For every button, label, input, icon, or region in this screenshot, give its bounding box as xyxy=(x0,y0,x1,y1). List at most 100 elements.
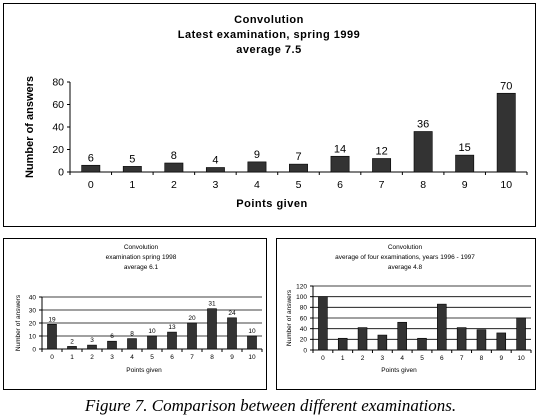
chart0-title-line-1: Latest examination, spring 1999 xyxy=(178,29,360,41)
chart-1996-1997-svg: Convolution average of four examinations,… xyxy=(286,244,532,374)
chart0-x-tick-label-7: 7 xyxy=(379,179,385,191)
chart1-bar-8 xyxy=(207,308,217,350)
chart-spring-1998: Convolution examination spring 1998 averag… xyxy=(3,238,267,390)
chart2-x-tick-label-7: 7 xyxy=(460,355,464,362)
chart2-y-tick-label: 120 xyxy=(296,283,307,290)
chart0-x-tick-label-2: 2 xyxy=(171,179,177,191)
chart1-bar-4 xyxy=(127,338,137,350)
chart1-x-tick-label-4: 4 xyxy=(130,354,134,361)
chart1-x-tick-label-9: 9 xyxy=(230,354,234,361)
chart0-title-line-2: average 7.5 xyxy=(236,44,301,56)
chart1-data-label-8: 31 xyxy=(208,301,216,308)
chart2-y-tick-label: 0 xyxy=(303,347,307,354)
chart1-bar-2 xyxy=(87,344,97,350)
chart1-x-tick-label-7: 7 xyxy=(190,354,194,361)
chart1-x-tick-label-3: 3 xyxy=(110,354,114,361)
chart1-data-label-6: 13 xyxy=(168,324,176,331)
chart1-data-label-5: 10 xyxy=(148,328,156,335)
chart1-x-tick-label-0: 0 xyxy=(50,354,54,361)
chart1-y-axis-label: Number of answers xyxy=(15,294,22,351)
chart1-x-tick-label-8: 8 xyxy=(210,354,214,361)
chart1-y-tick-label: 30 xyxy=(29,307,37,314)
chart0-x-tick-label-10: 10 xyxy=(500,179,512,191)
chart2-bar-0 xyxy=(318,296,328,351)
chart0-y-tick-label: 40 xyxy=(52,122,64,134)
chart1-y-tick-label: 10 xyxy=(29,333,37,340)
chart1-bar-5 xyxy=(147,335,157,350)
chart0-data-label-0: 6 xyxy=(88,152,94,164)
chart0-data-label-9: 15 xyxy=(459,142,471,154)
chart1-data-label-3: 6 xyxy=(110,333,114,340)
chart2-bar-9 xyxy=(496,332,507,351)
chart2-x-tick-label-6: 6 xyxy=(440,355,444,362)
chart2-y-tick-label: 20 xyxy=(300,337,308,344)
chart2-x-tick-label-0: 0 xyxy=(321,355,325,362)
chart1-x-axis-label: Points given xyxy=(126,367,162,374)
chart2-bar-3 xyxy=(377,334,388,351)
chart1-data-label-1: 2 xyxy=(70,338,74,345)
chart0-data-label-2: 8 xyxy=(171,150,177,162)
chart1-data-label-0: 19 xyxy=(48,316,56,323)
chart2-y-tick-label: 80 xyxy=(300,305,308,312)
chart2-y-tick-label: 100 xyxy=(296,294,307,301)
chart2-bar-4 xyxy=(397,321,407,351)
chart-spring-1999-svg: Convolution Latest examination, spring 19… xyxy=(24,14,528,210)
chart0-x-tick-label-0: 0 xyxy=(88,179,94,191)
chart2-bar-10 xyxy=(516,317,526,351)
chart2-x-tick-label-1: 1 xyxy=(341,355,345,362)
chart2-bar-7 xyxy=(456,327,467,351)
chart0-title-line-0: Convolution xyxy=(234,14,304,26)
chart1-data-label-7: 20 xyxy=(188,315,196,322)
chart2-x-tick-label-3: 3 xyxy=(381,355,385,362)
chart0-y-tick-label: 0 xyxy=(58,167,64,179)
chart2-y-axis-label: Number of answers xyxy=(286,289,293,346)
chart1-bar-7 xyxy=(187,322,197,350)
chart1-x-tick-label-10: 10 xyxy=(248,354,256,361)
chart1-bar-0 xyxy=(47,324,57,350)
chart2-bar-6 xyxy=(437,303,447,351)
chart2-x-tick-label-8: 8 xyxy=(480,355,484,362)
chart1-data-label-10: 10 xyxy=(248,328,256,335)
chart0-data-label-3: 4 xyxy=(212,155,218,167)
chart0-bar-0 xyxy=(81,164,101,173)
chart0-y-tick-label: 80 xyxy=(52,77,64,89)
chart-spring-1999: Convolution Latest examination, spring 19… xyxy=(3,3,536,227)
chart0-data-label-10: 70 xyxy=(500,80,512,92)
chart0-data-label-1: 5 xyxy=(129,153,135,165)
chart2-x-tick-label-2: 2 xyxy=(361,355,365,362)
chart1-y-tick-label: 0 xyxy=(32,346,36,353)
chart0-data-label-6: 14 xyxy=(334,143,346,155)
chart0-data-label-4: 9 xyxy=(254,149,260,161)
chart2-x-tick-label-4: 4 xyxy=(400,355,404,362)
chart1-bar-3 xyxy=(107,340,117,350)
chart0-bar-4 xyxy=(247,161,267,173)
chart0-y-tick-label: 60 xyxy=(52,99,64,111)
chart0-x-tick-label-9: 9 xyxy=(462,179,468,191)
chart2-bar-8 xyxy=(476,329,487,351)
chart1-title-line-0: Convolution xyxy=(124,244,159,251)
chart0-y-tick-label: 20 xyxy=(52,144,64,156)
chart2-y-tick-label: 60 xyxy=(300,315,308,322)
chart1-x-tick-label-2: 2 xyxy=(90,354,94,361)
chart1-bar-6 xyxy=(167,331,177,350)
chart1-bar-10 xyxy=(247,335,257,350)
chart2-x-tick-label-9: 9 xyxy=(499,355,503,362)
chart0-x-axis-label: Points given xyxy=(236,198,307,210)
chart0-x-tick-label-3: 3 xyxy=(212,179,218,191)
chart0-bar-3 xyxy=(205,167,225,173)
chart0-bar-6 xyxy=(330,155,350,173)
chart0-x-tick-label-6: 6 xyxy=(337,179,343,191)
chart0-bar-1 xyxy=(122,166,142,173)
chart1-x-tick-label-1: 1 xyxy=(70,354,74,361)
chart2-bar-5 xyxy=(417,337,427,351)
chart0-bar-9 xyxy=(455,154,475,173)
chart-1996-1997: Convolution average of four examinations,… xyxy=(276,238,536,390)
chart1-title-line-2: average 6.1 xyxy=(124,264,159,271)
chart1-y-tick-label: 40 xyxy=(29,294,37,301)
chart1-x-tick-label-5: 5 xyxy=(150,354,154,361)
chart2-title-line-2: average 4.8 xyxy=(388,264,423,271)
chart2-x-axis-label: Points given xyxy=(381,367,417,374)
chart2-title-line-0: Convolution xyxy=(388,244,423,251)
chart2-bar-2 xyxy=(357,327,368,351)
chart2-x-tick-label-5: 5 xyxy=(420,355,424,362)
